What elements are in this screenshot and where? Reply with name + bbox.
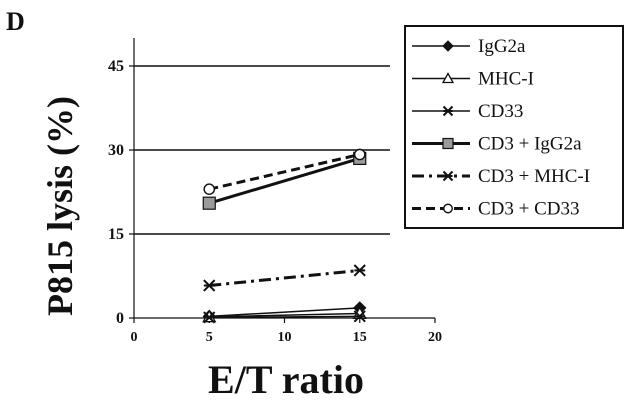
series-line-1: [209, 312, 360, 318]
series-layer: [202, 148, 367, 324]
series-line-5: [208, 153, 361, 191]
data-point-5-1: [353, 148, 366, 161]
legend-label-3: CD3 + IgG2a: [478, 134, 582, 155]
data-point-2-1: [353, 310, 366, 323]
series-line-3: [208, 156, 361, 205]
legend-label-5: CD3 + CD33: [478, 199, 580, 220]
series-line-2: [209, 315, 360, 319]
legend-label-2: CD33: [478, 101, 523, 122]
legend-marker-1: [441, 72, 455, 84]
y-tick-label-30: 30: [108, 142, 124, 159]
data-point-2-0: [203, 311, 216, 324]
legend: IgG2a MHC-I CD33 CD3 + IgG2a CD3 + MHC-I CD3 …: [404, 25, 624, 229]
legend-marker-0: [442, 40, 454, 52]
x-tick-label-5: 5: [206, 330, 213, 345]
x-axis-label: E/T ratio: [208, 357, 364, 401]
data-point-4-0: [203, 279, 216, 292]
y-tick-label-45: 45: [108, 58, 124, 75]
legend-box: [404, 25, 624, 229]
legend-label-1: MHC-I: [478, 69, 534, 90]
y-tick-label-0: 0: [116, 310, 124, 327]
series-line-4: [209, 268, 360, 288]
x-tick-label-10: 10: [278, 330, 292, 345]
series-line-0: [209, 307, 360, 318]
grid-lines: [134, 65, 390, 235]
legend-marker-2: [442, 105, 454, 117]
data-point-5-0: [203, 183, 216, 195]
panel-label: D: [6, 7, 25, 36]
y-axis-label: P815 lysis (%): [40, 96, 80, 316]
axis-ticks: 0 15 30 45 0 5 10 15 20: [108, 58, 442, 345]
x-tick-label-0: 0: [131, 330, 138, 345]
x-tick-label-15: 15: [353, 330, 367, 345]
legend-marker-4: [442, 170, 454, 182]
y-tick-label-15: 15: [108, 226, 124, 243]
legend-items: IgG2a MHC-I CD33 CD3 + IgG2a CD3 + MHC-I CD3 …: [412, 36, 590, 220]
data-point-4-1: [353, 264, 366, 277]
x-tick-label-20: 20: [428, 330, 442, 345]
legend-marker-3: [442, 137, 454, 150]
data-point-3-0: [202, 196, 216, 210]
legend-label-4: CD3 + MHC-I: [478, 166, 590, 187]
legend-marker-5: [443, 203, 453, 214]
legend-label-0: IgG2a: [478, 36, 526, 57]
